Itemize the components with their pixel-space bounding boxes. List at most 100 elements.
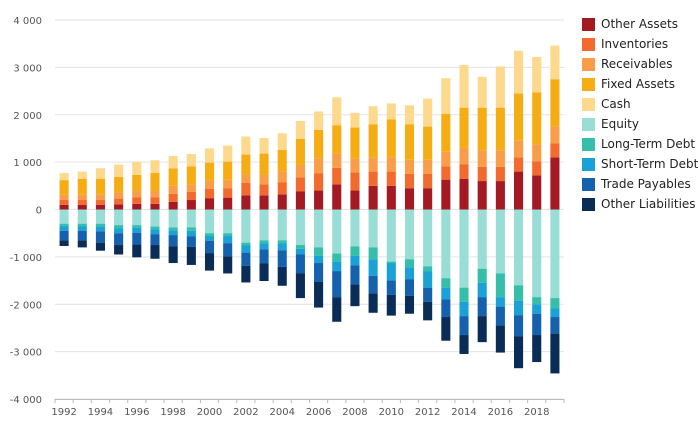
bar-segment — [132, 197, 142, 204]
bar-segment — [423, 301, 433, 321]
y-tick-label: -4 000 — [10, 395, 42, 406]
bar-segment — [114, 228, 124, 234]
legend-label: Other Assets — [601, 17, 678, 31]
bar-segment — [95, 223, 105, 227]
bar-segment — [350, 265, 360, 285]
bar-segment — [204, 233, 215, 237]
bar-segment — [404, 259, 415, 268]
bar-segment — [150, 234, 160, 246]
bar-segment — [186, 209, 196, 228]
bar-segment — [223, 243, 233, 257]
bar-segment — [532, 92, 542, 145]
bar-segment — [495, 209, 505, 274]
bar-segment — [386, 157, 396, 172]
x-tick-label: 1994 — [88, 407, 113, 418]
bar-segment — [532, 144, 542, 162]
bar-segment — [168, 227, 178, 231]
bar-segment — [495, 297, 505, 307]
legend-swatch — [582, 17, 595, 31]
legend-swatch — [582, 117, 595, 131]
legend-swatch — [582, 157, 595, 171]
bar-segment — [459, 316, 469, 336]
x-tick-label: 2008 — [342, 407, 367, 418]
bar-segment — [259, 243, 269, 250]
bar-segment — [514, 157, 524, 172]
bar-segment — [459, 287, 469, 302]
bar-segment — [204, 188, 215, 199]
bar-segment — [186, 184, 196, 192]
legend-item: Other Liabilities — [582, 194, 700, 214]
legend-swatch — [582, 77, 595, 91]
bar-segment — [241, 209, 251, 243]
bar-segment — [204, 198, 215, 210]
bar-segment — [550, 317, 560, 334]
bar-segment — [332, 184, 342, 210]
bar-segment — [350, 158, 360, 173]
bar-segment — [132, 203, 142, 210]
bar-segment — [168, 168, 178, 186]
bar-segment — [332, 261, 342, 272]
bar-segment — [114, 245, 124, 255]
bar-segment — [368, 185, 378, 210]
bar-segment — [295, 191, 305, 210]
bar-segment — [295, 248, 305, 255]
bar-segment — [168, 155, 178, 169]
bar-segment — [332, 153, 342, 168]
bar-segment — [532, 313, 542, 336]
bar-segment — [241, 174, 251, 183]
bar-segment — [477, 316, 487, 343]
bar-segment — [150, 197, 160, 204]
bar-segment — [477, 268, 487, 283]
x-tick-label: 2018 — [524, 407, 549, 418]
bar-segment — [495, 273, 505, 298]
legend-label: Inventories — [601, 37, 669, 51]
bar-segment — [114, 225, 124, 229]
y-tick-label: -2 000 — [10, 300, 42, 311]
bar-segment — [368, 275, 378, 294]
bar-segment — [95, 204, 105, 210]
bar-segment — [132, 227, 142, 233]
bar-segment — [514, 285, 524, 301]
legend-swatch — [582, 37, 595, 51]
bar-segment — [259, 137, 269, 154]
bar-segment — [241, 265, 251, 283]
bar-segment — [223, 256, 233, 274]
bar-segment — [114, 198, 124, 205]
bar-segment — [314, 263, 324, 282]
bar-segment — [423, 98, 433, 127]
bar-segment — [241, 195, 251, 210]
bar-segment — [114, 204, 124, 210]
bar-segment — [132, 225, 142, 228]
bar-segment — [386, 209, 396, 262]
bar-segment — [77, 240, 87, 248]
gridlines — [55, 19, 564, 400]
bar-segment — [423, 287, 433, 302]
bar-segment — [204, 162, 215, 181]
bar-segment — [350, 112, 360, 128]
bar-segment — [277, 171, 287, 183]
bar-segment — [441, 151, 451, 167]
bar-segment — [150, 209, 160, 227]
bar-segment — [150, 160, 160, 174]
bar-segment — [59, 173, 69, 181]
bar-segment — [332, 253, 342, 262]
x-tick-label: 2014 — [451, 407, 476, 418]
bar-segment — [132, 232, 142, 245]
bar-segment — [550, 308, 560, 318]
bar-segment — [223, 236, 233, 244]
bar-segment — [441, 166, 451, 180]
bar-segment — [441, 317, 451, 341]
legend-label: Short-Term Debt — [601, 157, 699, 171]
bar-segment — [514, 209, 524, 286]
bar-segment — [150, 190, 160, 198]
bar-segment — [350, 209, 360, 247]
bar-segment — [114, 192, 124, 199]
bar-segment — [350, 127, 360, 159]
y-tick-label: 3 000 — [13, 63, 42, 74]
legend-label: Receivables — [601, 57, 673, 71]
bar-segment — [132, 174, 142, 191]
bar-segment — [386, 185, 396, 210]
y-tick-label: 4 000 — [13, 16, 42, 27]
bar-segment — [77, 209, 87, 224]
